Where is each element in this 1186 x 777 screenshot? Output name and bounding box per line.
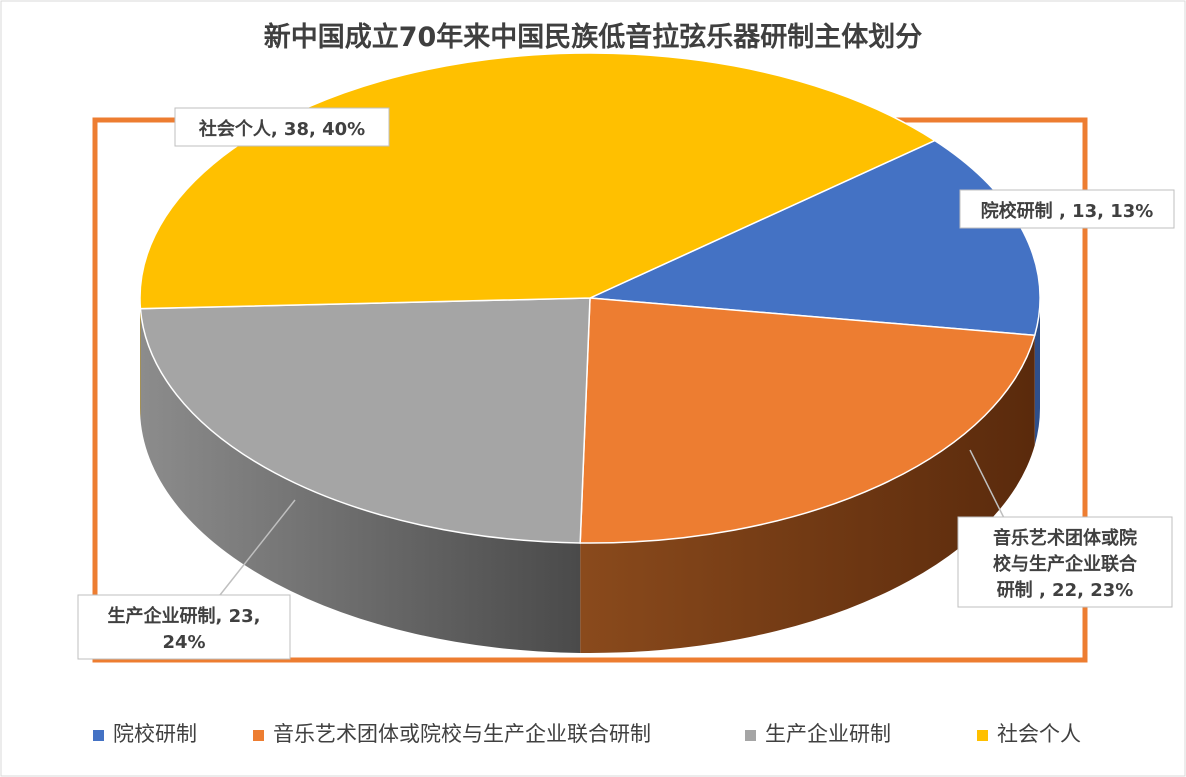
data-label-box xyxy=(174,107,390,147)
pie-slice-side xyxy=(580,335,1035,654)
data-label: 院校研制 , 13, 13% xyxy=(981,200,1154,222)
legend-label: 院校研制 xyxy=(113,722,197,746)
data-label: 生产企业研制, 23, xyxy=(108,605,261,627)
legend-label: 生产企业研制 xyxy=(765,722,891,746)
data-label-box xyxy=(959,189,1175,229)
legend-swatch xyxy=(977,730,988,741)
pie-slice xyxy=(139,297,591,544)
pie-slice xyxy=(579,297,1036,544)
data-label: 音乐艺术团体或院 xyxy=(993,527,1137,549)
data-label: 校与生产企业联合 xyxy=(993,553,1138,575)
legend-swatch xyxy=(745,730,756,741)
pie-slice xyxy=(587,139,1041,337)
data-label: 研制 , 22, 23% xyxy=(997,580,1134,601)
pie-slice-side xyxy=(140,308,581,653)
legend-swatch xyxy=(93,730,104,741)
pie-slice-side xyxy=(1034,298,1040,446)
leader-line xyxy=(219,499,296,596)
data-label-box xyxy=(77,594,291,660)
chart-title: 新中国成立70年来中国民族低音拉弦乐器研制主体划分 xyxy=(264,21,923,53)
data-label-box xyxy=(957,516,1173,608)
legend-swatch xyxy=(253,730,264,741)
legend: 院校研制 音乐艺术团体或院校与生产企业联合研制 生产企业研制 社会个人 xyxy=(93,722,1081,746)
data-label: 24% xyxy=(162,632,205,653)
legend-label: 社会个人 xyxy=(997,722,1081,746)
legend-label: 音乐艺术团体或院校与生产企业联合研制 xyxy=(273,722,651,746)
data-label: 社会个人, 38, 40% xyxy=(199,118,365,140)
